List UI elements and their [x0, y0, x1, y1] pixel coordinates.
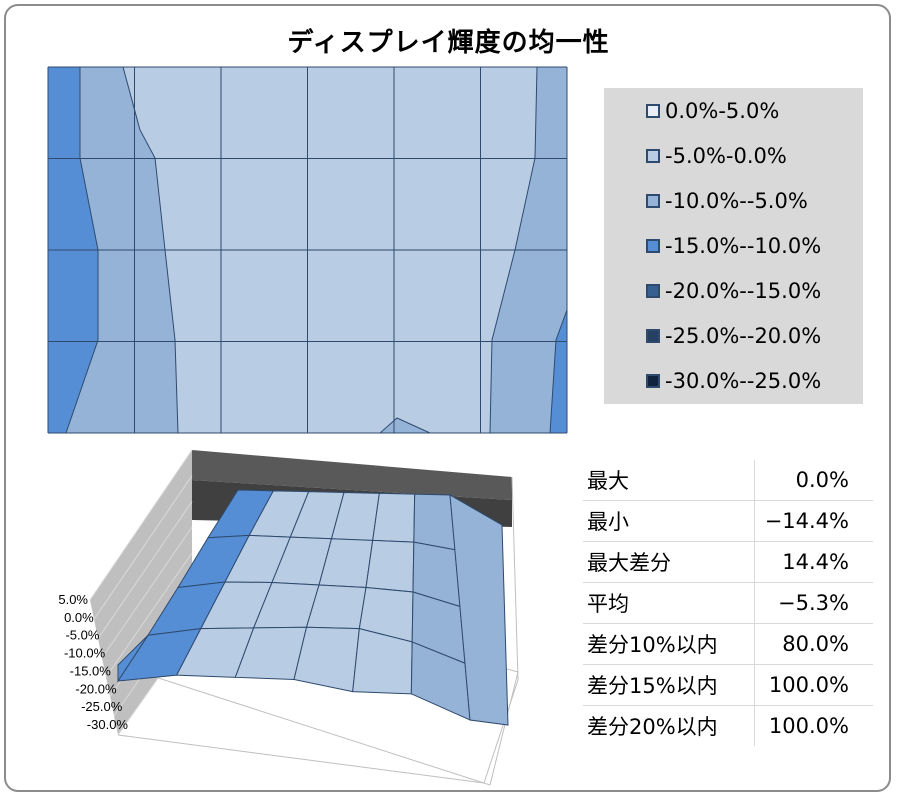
legend-label: -15.0%--10.0% — [665, 234, 822, 258]
surface-side-right — [449, 494, 509, 726]
legend-item: -20.0%--15.0% — [646, 278, 821, 304]
surface-back-wall — [192, 450, 512, 500]
legend-label: -10.0%--5.0% — [665, 189, 808, 213]
stats-value: 80.0% — [754, 623, 873, 665]
legend-label: 0.0%-5.0% — [665, 99, 780, 123]
legend-swatch — [646, 149, 660, 163]
stats-label: 差分10%以内 — [583, 623, 755, 665]
legend-swatch — [646, 329, 660, 343]
legend-swatch — [646, 374, 660, 388]
z-tick-label: -25.0% — [81, 699, 123, 714]
stats-label: 最小 — [583, 500, 755, 542]
stats-label: 差分20%以内 — [587, 715, 718, 739]
z-tick-label: -15.0% — [70, 663, 112, 678]
legend-swatch — [646, 239, 660, 253]
surface-cell — [413, 493, 456, 551]
surface-cell — [293, 626, 360, 693]
legend-item: -10.0%--5.0% — [646, 188, 808, 214]
surface-side-left — [117, 634, 149, 683]
chart-legend: 0.0%-5.0% -5.0%-0.0% -10.0%--5.0% -15.0%--1… — [604, 88, 863, 404]
surface-cell — [365, 539, 415, 593]
legend-swatch — [646, 284, 660, 298]
stats-row: 差分15%以内 100.0% — [583, 664, 873, 706]
z-tick-label: -20.0% — [75, 681, 117, 696]
stats-row: 差分20%以内 100.0% — [583, 705, 873, 746]
stats-row: 最大 0.0% — [583, 460, 873, 501]
surface-left-axis — [117, 734, 485, 784]
wall-gridline — [97, 501, 193, 639]
stats-row: 平均 −5.3% — [583, 582, 873, 624]
stats-value: −5.3% — [754, 582, 873, 624]
legend-swatch — [646, 104, 660, 118]
wall-gridline — [105, 552, 193, 678]
wall-gridline — [93, 475, 193, 620]
stats-value: 100.0% — [754, 705, 873, 746]
stats-table: 最大 0.0% 最小 −14.4% 最大差分 14.4% 平均 −5.3% 差分10%以内 80.… — [583, 460, 873, 746]
z-tick-label: 5.0% — [58, 592, 88, 607]
legend-swatch — [646, 194, 660, 208]
surface-cell — [372, 492, 416, 543]
stats-label: 差分15%以内 — [583, 664, 755, 706]
contour-line-right-outer — [549, 309, 568, 434]
legend-item: -5.0%-0.0% — [646, 143, 787, 169]
wall-gridline — [89, 449, 193, 601]
legend-item: 0.0%-5.0% — [646, 98, 779, 124]
stats-value: 100.0% — [754, 664, 873, 706]
contour-line-bottom-dip — [379, 417, 431, 434]
stats-label: 最大 — [583, 460, 755, 501]
legend-label: -5.0%-0.0% — [665, 144, 787, 168]
legend-item: -30.0%--25.0% — [646, 368, 821, 394]
contour-line-left-inner — [122, 66, 179, 434]
legend-item: -25.0%--20.0% — [646, 323, 821, 349]
stats-label: 最大差分 — [583, 541, 755, 583]
stats-row: 差分10%以内 80.0% — [583, 623, 873, 665]
z-tick-label: -5.0% — [65, 628, 99, 643]
legend-label: -20.0%--15.0% — [665, 279, 822, 303]
legend-label: -30.0%--25.0% — [665, 369, 822, 393]
contour-region-bottom-dip — [380, 418, 430, 433]
contour-region-right-edge — [550, 310, 567, 433]
stats-row: 最小 −14.4% — [583, 500, 873, 542]
stats-value: 0.0% — [754, 460, 873, 501]
stats-label: 平均 — [583, 582, 755, 624]
legend-label: -25.0%--20.0% — [665, 324, 822, 348]
z-tick-label: -30.0% — [87, 717, 129, 732]
stats-row: 最大差分 14.4% — [583, 541, 873, 583]
z-tick-label: -10.0% — [64, 646, 106, 661]
stats-value: 14.4% — [754, 541, 873, 583]
surface-right-axis — [483, 679, 519, 784]
surface-right-axis-top — [511, 476, 519, 681]
chart-title: ディスプレイ輝度の均一性 — [287, 28, 610, 58]
wall-gridline — [101, 526, 193, 659]
stats-value: −14.4% — [754, 500, 873, 542]
legend-item: -15.0%--10.0% — [646, 233, 821, 259]
z-tick-label: 0.0% — [64, 610, 94, 625]
